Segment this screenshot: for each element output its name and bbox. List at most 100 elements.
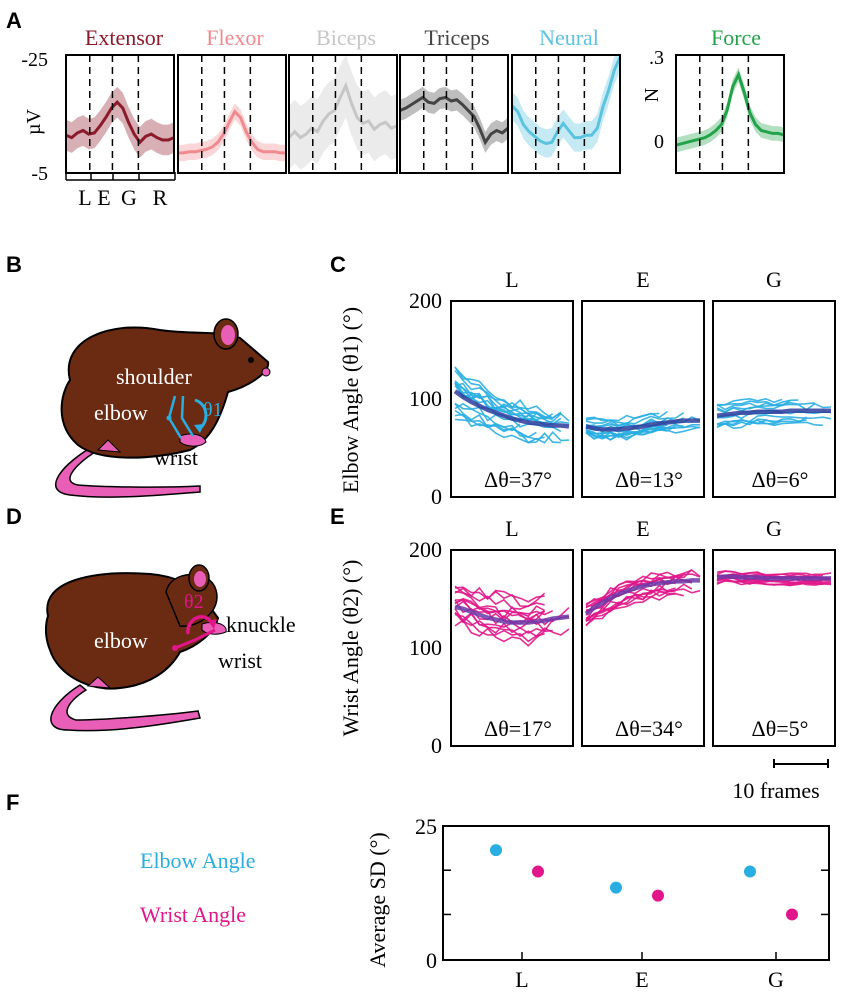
emg-title-triceps: Triceps: [424, 25, 489, 50]
force-mean-line: [675, 70, 785, 147]
delta-label-l: Δθ=37°: [484, 467, 552, 492]
legend-elbow-angle: Elbow Angle: [140, 848, 256, 873]
f-scatter: 0 25 L E G: [415, 814, 830, 992]
phase-axis: L E G R: [65, 172, 176, 210]
f-point-elbow-g: [744, 865, 756, 878]
rat-hind-foot: [96, 439, 122, 453]
force-ytick-bottom: 0: [654, 131, 664, 153]
wrist-elbow-marker: [172, 645, 178, 651]
rat-nose: [261, 367, 271, 377]
trial-trace: [585, 592, 684, 626]
panel-b-rat-elbow: shoulder elbow wrist θ1: [54, 318, 271, 498]
e-subplots: 0 100 200 L Δθ=17° E Δθ=34° G Δθ=5°: [409, 516, 836, 758]
trial-trace: [454, 586, 545, 603]
mean-trace: [584, 578, 700, 616]
mean-trace: [716, 574, 831, 581]
emg-plot-extensor: [65, 54, 175, 174]
trial-trace: [454, 409, 537, 439]
emg-frame-biceps: [288, 54, 398, 174]
f-point-wrist-g: [786, 908, 798, 921]
emg-band-triceps: [400, 86, 508, 153]
subplot-title-l: L: [505, 267, 518, 292]
delta-label-l: Δθ=17°: [484, 716, 552, 741]
emg-mean-biceps: [287, 81, 398, 140]
subplot-g: G Δθ=5°: [712, 516, 836, 747]
subplot-title-e: E: [636, 267, 649, 292]
rat-front-paw: [179, 433, 207, 447]
theta1-arrowhead: [194, 424, 204, 433]
f-ytick-label-0: 0: [426, 948, 437, 973]
rat-eye: [248, 357, 254, 363]
subplot-e: E Δθ=13°: [581, 267, 705, 498]
phase-label-e: E: [97, 185, 110, 210]
subplot-frame: [712, 300, 836, 498]
trial-trace: [585, 424, 684, 440]
trial-trace: [585, 580, 676, 621]
panel-letter-e: E: [330, 504, 345, 529]
trial-trace: [454, 587, 545, 610]
trial-trace: [716, 397, 783, 407]
emg-frame-triceps: [399, 54, 509, 174]
subplot-title-g: G: [766, 516, 782, 541]
panel-letter-a: A: [6, 8, 22, 33]
subplot-frame: [450, 549, 574, 747]
subplot-l: L Δθ=17°: [450, 516, 574, 747]
emg-plot-biceps: [287, 54, 398, 174]
subplot-frame: [581, 300, 705, 498]
f-point-elbow-e: [610, 881, 622, 894]
emg-band-biceps: [289, 55, 397, 170]
trial-trace: [716, 399, 799, 406]
emg-title-extensor: Extensor: [85, 25, 164, 50]
emg-traces: [65, 54, 622, 174]
f-ylabel: Average SD (°): [365, 832, 390, 967]
ytick-label-200: 200: [409, 537, 442, 562]
rat-tail-d: [50, 684, 201, 732]
trial-trace: [716, 580, 832, 587]
force-title: Force: [711, 25, 761, 50]
emg-mean-triceps: [399, 95, 509, 146]
rat-ear-inner-d: [194, 571, 206, 587]
emg-plot-flexor: [177, 54, 287, 174]
subplot-frame: [450, 300, 574, 498]
subplot-l: L Δθ=37°: [450, 267, 574, 498]
ytick-label-100: 100: [409, 386, 442, 411]
subplot-title-l: L: [505, 516, 518, 541]
subplot-title-g: G: [766, 267, 782, 292]
trial-trace: [585, 590, 676, 623]
emg-mean-flexor: [178, 109, 286, 155]
emg-ytick-top: -25: [21, 49, 48, 71]
trial-trace: [454, 403, 545, 441]
trial-trace: [717, 417, 807, 427]
mean-trace: [585, 418, 700, 432]
mean-trace: [454, 604, 570, 625]
emg-band-flexor: [178, 103, 286, 162]
f-xtick-label-l: L: [515, 967, 528, 992]
force-ylabel: N: [641, 88, 663, 102]
legend-wrist-angle: Wrist Angle: [140, 902, 246, 927]
emg-title-biceps: Biceps: [316, 25, 376, 50]
delta-label-g: Δθ=5°: [752, 716, 809, 741]
emg-frame-flexor: [177, 54, 287, 174]
trial-trace: [585, 568, 693, 607]
trial-trace: [454, 369, 554, 421]
label-elbow-d: elbow: [94, 628, 148, 653]
emg-frame-neural: [511, 54, 621, 174]
force-ytick-top: .3: [649, 47, 664, 69]
f-point-elbow-l: [490, 844, 502, 857]
trial-trace: [585, 588, 701, 622]
rat-body: [60, 326, 270, 459]
elbow-marker: [166, 415, 172, 421]
e-ylabel: Wrist Angle (θ2) (°): [338, 560, 363, 737]
trial-trace: [454, 608, 545, 635]
subplot-title-e: E: [636, 516, 649, 541]
rat-tail: [54, 447, 201, 498]
emg-title-neural: Neural: [539, 25, 599, 50]
subplot-e: E Δθ=34°: [581, 516, 705, 747]
force-frame: [675, 54, 785, 174]
emg-mean-neural: [510, 56, 622, 146]
panel-f-average-sd: Elbow Angle Wrist Angle Average SD (°) 0…: [140, 814, 830, 992]
trial-trace: [454, 382, 570, 424]
trial-trace: [454, 366, 562, 419]
rat-wrist-joint: [174, 628, 216, 650]
